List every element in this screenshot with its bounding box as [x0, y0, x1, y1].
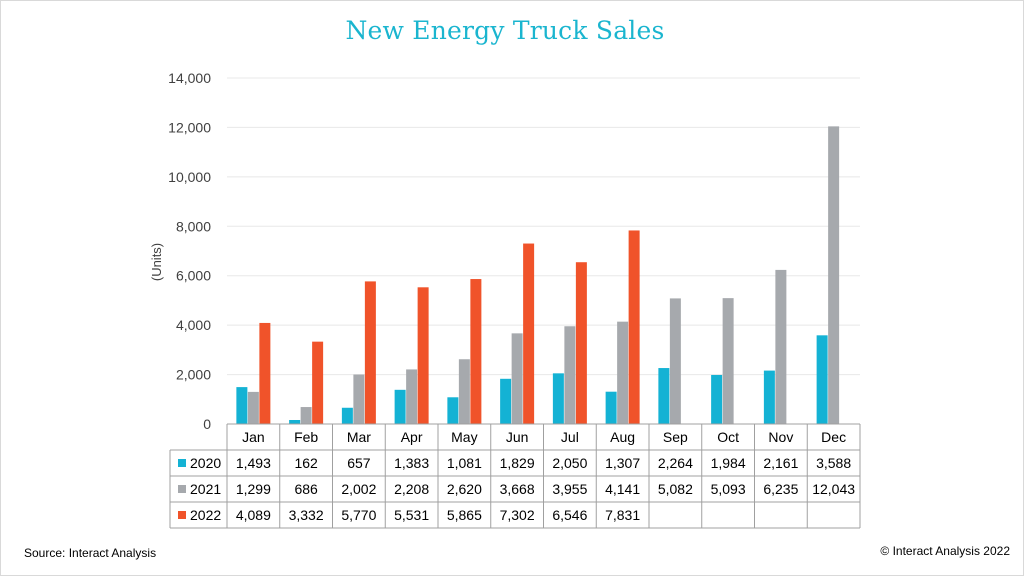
y-tick-label: 6,000: [176, 268, 211, 284]
x-tick-label: Jan: [242, 429, 265, 445]
y-tick-label: 8,000: [176, 218, 211, 234]
bar-2021-aug: [617, 321, 629, 424]
bar-2020-feb: [289, 419, 301, 424]
data-label: 5,865: [447, 507, 482, 523]
x-tick-label: Aug: [610, 429, 635, 445]
x-tick-label: Jun: [506, 429, 529, 445]
data-label: 1,829: [500, 455, 535, 471]
data-label: 3,588: [816, 455, 851, 471]
bar-2022-apr: [417, 287, 429, 424]
bar-2022-aug: [628, 230, 640, 424]
bar-2020-may: [447, 397, 459, 424]
data-label: 3,955: [552, 481, 587, 497]
x-tick-label: Mar: [347, 429, 371, 445]
x-tick-label: Oct: [717, 429, 739, 445]
bar-2022-feb: [312, 341, 324, 424]
x-tick-label: Apr: [401, 429, 423, 445]
data-label: 686: [294, 481, 318, 497]
y-tick-label: 12,000: [168, 119, 211, 135]
x-tick-label: Sep: [663, 429, 688, 445]
bar-2020-dec: [816, 335, 828, 424]
bars: [236, 126, 840, 425]
bar-2021-jun: [511, 333, 523, 424]
bar-2022-may: [470, 279, 482, 424]
data-label: 6,235: [763, 481, 798, 497]
chart-title: New Energy Truck Sales: [345, 16, 665, 45]
y-tick-label: 2,000: [176, 367, 211, 383]
bar-2021-jan: [247, 391, 259, 424]
x-tick-label: Nov: [768, 429, 793, 445]
data-label: 5,531: [394, 507, 429, 523]
x-tick-label: May: [451, 429, 477, 445]
data-label: 2,264: [658, 455, 693, 471]
data-label: 5,770: [341, 507, 376, 523]
legend-label-2020: 2020: [190, 455, 221, 471]
bar-2021-feb: [300, 407, 312, 424]
y-tick-label: 4,000: [176, 317, 211, 333]
data-label: 2,208: [394, 481, 429, 497]
data-label: 1,984: [711, 455, 746, 471]
bar-2020-jan: [236, 387, 248, 424]
bar-2022-jan: [259, 322, 271, 424]
data-label: 7,302: [500, 507, 535, 523]
data-label: 2,002: [341, 481, 376, 497]
copyright-note: © Interact Analysis 2022: [880, 544, 1010, 558]
legend-label-2022: 2022: [190, 507, 221, 523]
data-label: 162: [294, 455, 318, 471]
bar-2022-jul: [575, 262, 587, 424]
bar-2020-mar: [341, 407, 353, 424]
bar-2020-jun: [500, 378, 512, 424]
bar-2020-apr: [394, 389, 406, 424]
bar-2020-sep: [658, 368, 670, 424]
y-tick-label: 14,000: [168, 70, 211, 86]
legend-swatch-2022: [178, 511, 186, 519]
data-table: Jan Feb Mar Apr May Jun Jul Aug Sep Oct Nov Dec 2020…: [169, 423, 861, 529]
data-label: 2,620: [447, 481, 482, 497]
data-label: 7,831: [605, 507, 640, 523]
bar-2021-apr: [406, 369, 418, 424]
data-label: 6,546: [552, 507, 587, 523]
legend-swatch-2020: [178, 459, 186, 467]
bar-2020-jul: [552, 373, 564, 424]
y-axis-label: (Units): [149, 243, 164, 281]
bar-2021-may: [458, 359, 470, 424]
data-label: 1,299: [236, 481, 271, 497]
data-label: 4,089: [236, 507, 271, 523]
bar-2022-jun: [523, 243, 535, 424]
x-tick-label: Feb: [294, 429, 318, 445]
data-label: 3,332: [289, 507, 324, 523]
data-label: 1,383: [394, 455, 429, 471]
x-tick-label: Dec: [821, 429, 846, 445]
legend-swatch-2021: [178, 485, 186, 493]
bar-2021-nov: [775, 269, 787, 424]
bar-2021-dec: [828, 126, 840, 425]
bar-2021-oct: [722, 298, 734, 424]
data-label: 4,141: [605, 481, 640, 497]
bar-2020-aug: [605, 391, 617, 424]
bar-2022-mar: [364, 281, 376, 424]
source-note: Source: Interact Analysis: [24, 546, 157, 560]
bar-2020-oct: [711, 374, 723, 424]
bar-2021-mar: [353, 374, 365, 424]
data-label: 5,082: [658, 481, 693, 497]
y-axis: 0 2,000 4,000 6,000 8,000 10,000 12,000 14,000: [168, 70, 211, 432]
data-label: 1,493: [236, 455, 271, 471]
data-label: 3,668: [500, 481, 535, 497]
data-label: 5,093: [711, 481, 746, 497]
x-tick-label: Jul: [561, 429, 579, 445]
data-label: 657: [347, 455, 371, 471]
data-label: 1,307: [605, 455, 640, 471]
data-label: 2,161: [763, 455, 798, 471]
data-label: 1,081: [447, 455, 482, 471]
legend-label-2021: 2021: [190, 481, 221, 497]
bar-2021-sep: [669, 298, 681, 424]
bar-2021-jul: [564, 326, 576, 424]
data-label: 2,050: [552, 455, 587, 471]
y-tick-label: 10,000: [168, 169, 211, 185]
bar-2020-nov: [763, 370, 775, 424]
y-tick-label: 0: [203, 416, 211, 432]
data-label: 12,043: [812, 481, 855, 497]
